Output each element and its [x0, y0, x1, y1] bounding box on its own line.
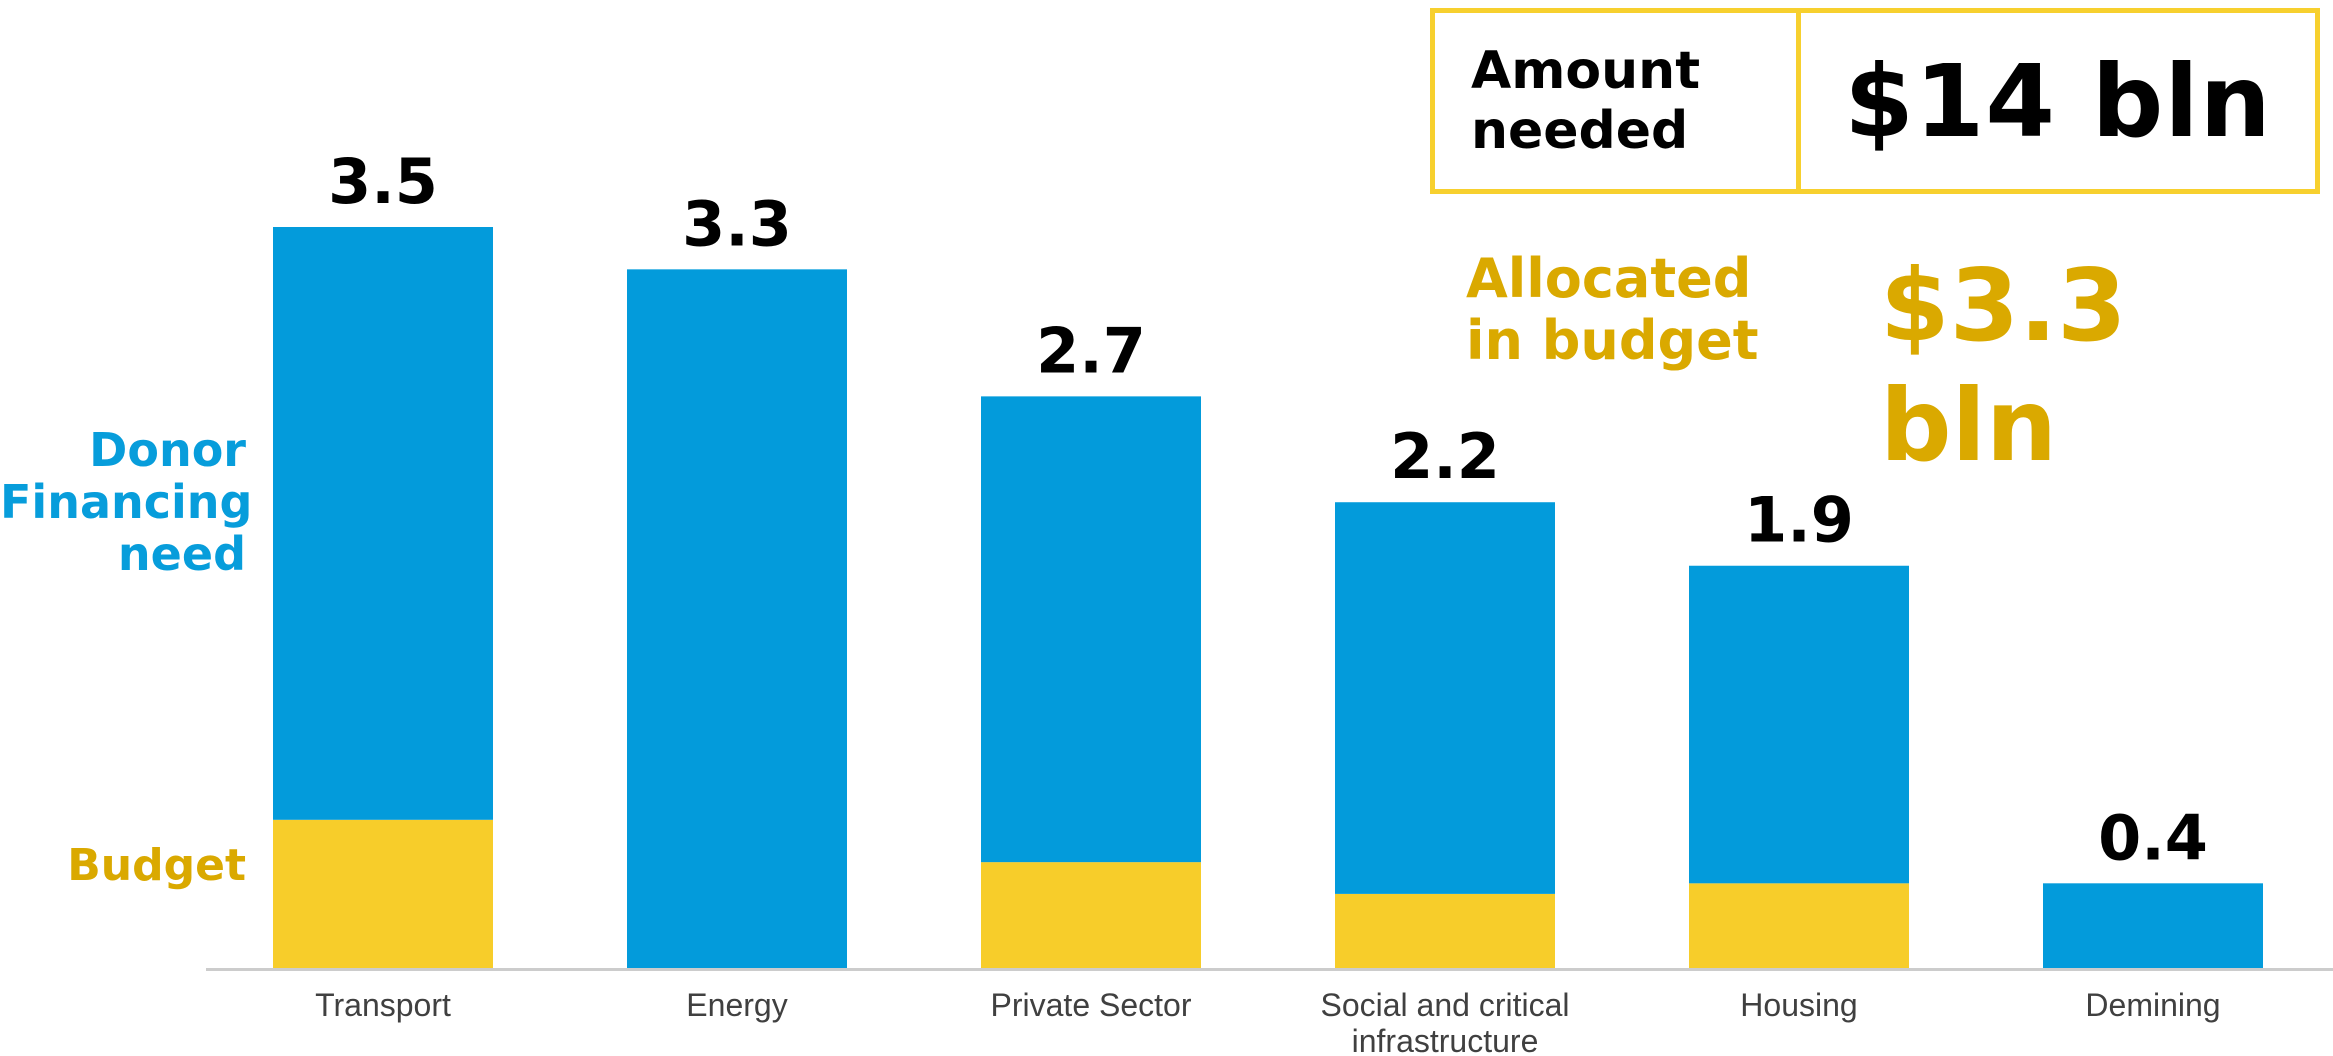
- bar-total-label-1: 3.3: [682, 187, 792, 260]
- x-tick-label-0: Transport: [315, 987, 451, 1023]
- bar-donor-5: [2043, 883, 2263, 968]
- x-tick-label-4: Housing: [1740, 987, 1857, 1023]
- bar-donor-3: [1335, 502, 1555, 894]
- bar-budget-3: [1335, 893, 1555, 968]
- bar-donor-4: [1689, 565, 1909, 884]
- allocated-in-budget-value: $3.3 bln: [1880, 247, 2127, 484]
- x-tick-label-3: Social and critical infrastructure: [1321, 987, 1570, 1056]
- bar-budget-2: [981, 862, 1201, 968]
- bar-donor-0: [273, 227, 493, 820]
- bar-total-label-3: 2.2: [1390, 420, 1500, 493]
- x-tick-label-2: Private Sector: [991, 987, 1192, 1023]
- bar-budget-4: [1689, 883, 1909, 968]
- bar-total-label-2: 2.7: [1036, 314, 1146, 387]
- x-tick-label-1: Energy: [686, 987, 787, 1023]
- bar-donor-2: [981, 396, 1201, 863]
- amount-needed-value-cell: $14 bln: [1801, 13, 2315, 189]
- bar-total-label-4: 1.9: [1744, 484, 1854, 557]
- amount-needed-value: $14 bln: [1844, 42, 2272, 160]
- bar-donor-1: [627, 269, 847, 968]
- bar-total-label-5: 0.4: [2098, 801, 2208, 874]
- budget-series-label: Budget: [67, 840, 246, 891]
- amount-needed-label: Amount needed: [1471, 41, 1701, 161]
- amount-needed-label-cell: Amount needed: [1435, 13, 1801, 189]
- allocated-in-budget-label: Allocated in budget: [1466, 247, 1759, 372]
- bar-budget-0: [273, 819, 493, 968]
- x-tick-label-5: Demining: [2085, 987, 2220, 1023]
- bar-total-label-0: 3.5: [328, 145, 438, 218]
- donor-financing-need-label: Donor Financing need: [0, 423, 253, 581]
- amount-needed-box: Amount needed $14 bln: [1430, 8, 2320, 194]
